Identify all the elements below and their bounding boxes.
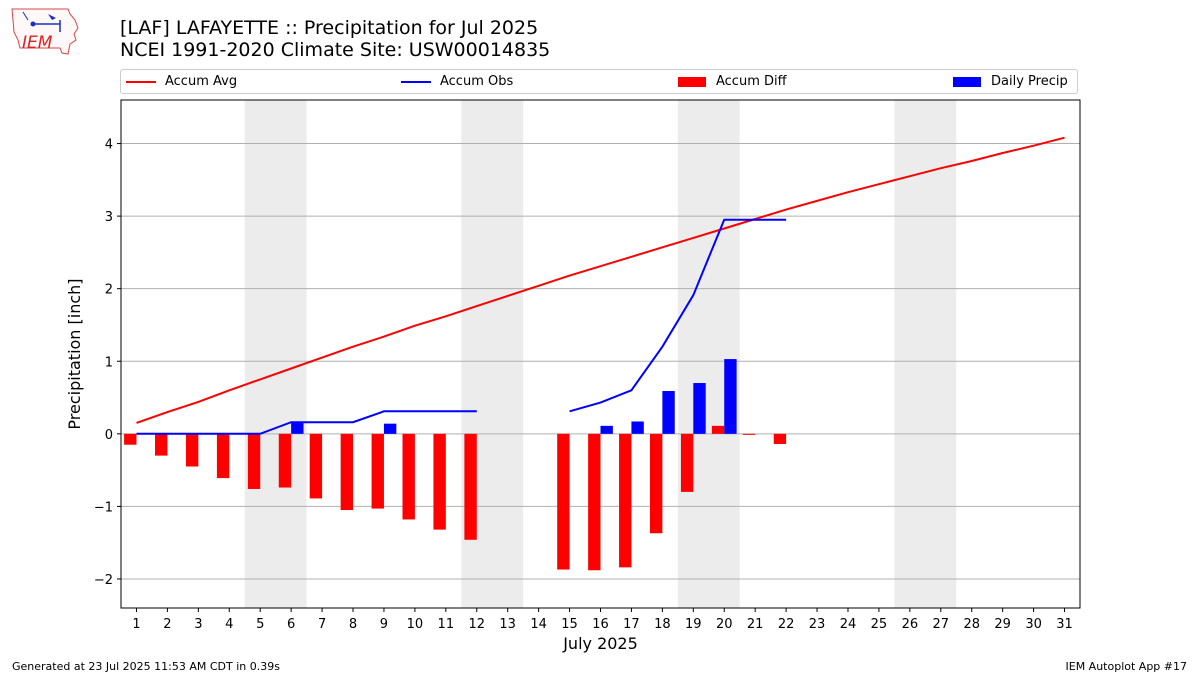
- x-tick-label: 23: [809, 617, 826, 632]
- daily-precip-bar: [291, 422, 304, 434]
- x-tick-label: 9: [380, 617, 388, 632]
- x-tick-label: 26: [902, 617, 919, 632]
- y-tick-label: 3: [105, 210, 113, 225]
- y-tick-label: 4: [105, 138, 113, 153]
- x-tick-label: 8: [349, 617, 357, 632]
- x-tick-label: 31: [1056, 617, 1073, 632]
- y-tick-label: −1: [94, 500, 113, 515]
- accum-diff-bar: [649, 433, 663, 534]
- legend-item-accum-diff: Accum Diff: [678, 70, 787, 93]
- accum-diff-bar: [340, 433, 354, 511]
- footer-generated: Generated at 23 Jul 2025 11:53 AM CDT in…: [12, 660, 280, 673]
- x-tick-label: 11: [438, 617, 455, 632]
- daily-precip-bar: [693, 383, 706, 434]
- accum-diff-bar: [185, 433, 199, 467]
- x-tick-label: 12: [468, 617, 485, 632]
- x-tick-label: 15: [561, 617, 578, 632]
- y-tick-label: 2: [105, 283, 113, 298]
- x-tick-label: 5: [256, 617, 264, 632]
- accum-diff-bar: [247, 433, 261, 489]
- x-tick-label: 7: [318, 617, 326, 632]
- x-tick-label: 29: [994, 617, 1011, 632]
- accum-diff-bar: [155, 433, 168, 456]
- legend-swatch-daily-precip: [953, 76, 981, 87]
- logo-text: IEM: [22, 33, 53, 53]
- weekend-band: [244, 100, 307, 608]
- accum-diff-bar: [557, 433, 570, 570]
- accum-diff-bar: [433, 433, 446, 530]
- accum-obs-line: [136, 410, 477, 435]
- x-tick-label: 21: [747, 617, 764, 632]
- legend-label-accum-diff: Accum Diff: [716, 74, 787, 89]
- legend: Accum Avg Accum Obs Accum Diff Daily Pre…: [120, 69, 1078, 94]
- x-tick-label: 24: [840, 617, 857, 632]
- daily-precip-bar: [631, 421, 644, 434]
- accum-diff-bar: [773, 433, 787, 444]
- daily-precip-bar: [662, 391, 675, 434]
- x-tick-label: 19: [685, 617, 702, 632]
- accum-diff-bar: [619, 433, 632, 568]
- accum-diff-bar: [309, 433, 323, 499]
- x-tick-label: 10: [407, 617, 424, 632]
- x-tick-label: 17: [623, 617, 640, 632]
- legend-label-accum-obs: Accum Obs: [440, 74, 514, 89]
- x-tick-label: 16: [592, 617, 609, 632]
- legend-swatch-accum-diff: [678, 76, 706, 87]
- x-tick-label: 18: [654, 617, 671, 632]
- weekend-band: [894, 100, 957, 608]
- chart-title-line2: NCEI 1991-2020 Climate Site: USW00014835: [120, 39, 551, 61]
- x-tick-label: 20: [716, 617, 733, 632]
- legend-item-accum-obs: Accum Obs: [401, 70, 513, 93]
- x-tick-label: 22: [778, 617, 795, 632]
- x-tick-label: 1: [132, 617, 140, 632]
- legend-label-accum-avg: Accum Avg: [165, 74, 238, 89]
- legend-item-accum-avg: Accum Avg: [126, 70, 237, 93]
- y-tick-label: 1: [105, 355, 113, 370]
- accum-diff-bar: [742, 433, 756, 435]
- x-tick-label: 6: [287, 617, 295, 632]
- x-tick-label: 3: [194, 617, 202, 632]
- chart-title: [LAF] LAFAYETTE :: Precipitation for Jul…: [120, 17, 550, 61]
- accum-obs-line: [569, 218, 787, 413]
- chart-title-line1: [LAF] LAFAYETTE :: Precipitation for Jul…: [120, 17, 539, 39]
- legend-swatch-accum-obs: [401, 80, 431, 83]
- x-tick-label: 13: [499, 617, 516, 632]
- y-axis-ticks: −2 −1 0 1 2 3 4: [94, 138, 121, 588]
- y-axis-label: Precipitation [inch]: [65, 278, 84, 429]
- weekend-band: [677, 100, 740, 608]
- accum-diff-bar: [588, 433, 601, 571]
- series-lines: [136, 136, 1065, 435]
- y-tick-label: −2: [94, 573, 113, 588]
- daily-precip-bar: [383, 423, 397, 434]
- iem-logo: IEM: [8, 6, 80, 58]
- footer-app: IEM Autoplot App #17: [1065, 660, 1188, 673]
- iowa-state-outline-weather-station-icon: IEM: [11, 8, 79, 55]
- x-axis-label: July 2025: [562, 634, 638, 653]
- x-axis-ticks: 1 2 3 4 5 6 7 8 9 10 11 12 13 14 15 16 17 18 19 20 21 22 23 24 2…: [132, 608, 1073, 632]
- y-tick-label: 0: [105, 428, 113, 443]
- bars: [124, 359, 787, 571]
- x-tick-label: 28: [963, 617, 980, 632]
- x-tick-label: 27: [933, 617, 950, 632]
- accum-diff-bar: [680, 433, 694, 492]
- accum-avg-line: [136, 136, 1065, 424]
- legend-swatch-accum-avg: [126, 80, 156, 83]
- x-tick-label: 2: [163, 617, 171, 632]
- accum-diff-bar: [464, 433, 477, 540]
- accum-diff-bar: [124, 433, 137, 445]
- x-tick-label: 30: [1025, 617, 1042, 632]
- x-tick-label: 4: [225, 617, 233, 632]
- daily-precip-bar: [724, 359, 737, 434]
- legend-item-daily-precip: Daily Precip: [953, 70, 1068, 93]
- daily-precip-bar: [600, 425, 613, 434]
- x-tick-label: 14: [530, 617, 547, 632]
- accum-diff-bar: [402, 433, 415, 520]
- x-tick-label: 25: [871, 617, 888, 632]
- legend-label-daily-precip: Daily Precip: [991, 74, 1068, 89]
- accum-diff-bar: [371, 433, 384, 509]
- accum-diff-bar: [216, 433, 230, 479]
- accum-diff-bar: [278, 433, 292, 488]
- accum-diff-bar: [711, 425, 725, 434]
